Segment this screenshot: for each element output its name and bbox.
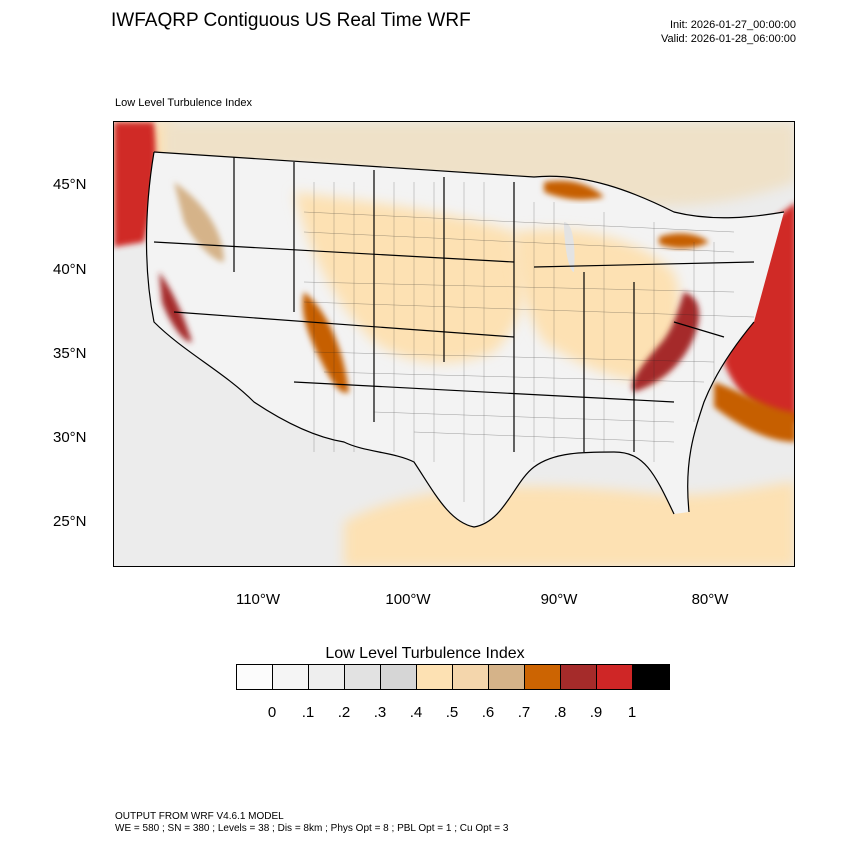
lon-label-90w: 90°W xyxy=(540,591,578,608)
legend-tick-label: 1 xyxy=(627,704,637,721)
legend-tick-label: .2 xyxy=(337,704,351,721)
footer-config-line: WE = 580 ; SN = 380 ; Levels = 38 ; Dis … xyxy=(115,823,509,834)
legend-tick-label: .9 xyxy=(589,704,603,721)
lat-label-40n: 40°N xyxy=(53,261,87,278)
footer-model-line: OUTPUT FROM WRF V4.6.1 MODEL xyxy=(115,811,284,822)
lon-label-100w: 100°W xyxy=(385,591,431,608)
legend-swatch xyxy=(525,665,561,689)
northwest-terrain-zone xyxy=(174,182,224,262)
map-canvas xyxy=(114,122,794,566)
legend-color-bar xyxy=(236,664,670,690)
legend-swatch xyxy=(561,665,597,689)
map-field-label: Low Level Turbulence Index xyxy=(115,97,252,109)
lake-michigan xyxy=(564,222,575,272)
legend-swatch xyxy=(453,665,489,689)
lon-label-110w: 110°W xyxy=(235,591,281,608)
lon-label-80w: 80°W xyxy=(691,591,729,608)
lat-label-25n: 25°N xyxy=(53,513,87,530)
legend-title: Low Level Turbulence Index xyxy=(325,645,525,662)
legend-tick-label: .5 xyxy=(445,704,459,721)
init-time: Init: 2026-01-27_00:00:00 xyxy=(670,19,796,31)
state-boundaries xyxy=(145,151,785,528)
legend-swatch xyxy=(309,665,345,689)
county-grid xyxy=(303,182,755,522)
legend-swatch xyxy=(273,665,309,689)
appalachian-high-zone xyxy=(632,292,700,392)
valid-time: Valid: 2026-01-28_06:00:00 xyxy=(661,33,796,45)
midwest-moderate-zone xyxy=(514,229,681,382)
legend-tick-label: .7 xyxy=(517,704,531,721)
map-panel[interactable] xyxy=(113,121,795,567)
legend-tick-label: .6 xyxy=(481,704,495,721)
lat-label-45n: 45°N xyxy=(53,176,87,193)
pacific-high-zone xyxy=(114,122,156,247)
plot-title: IWFAQRP Contiguous US Real Time WRF xyxy=(111,10,471,31)
lat-label-35n: 35°N xyxy=(53,345,87,362)
legend-tick-label: .3 xyxy=(373,704,387,721)
lake-erie-zone xyxy=(659,233,709,249)
lat-label-30n: 30°N xyxy=(53,429,87,446)
canada-field xyxy=(164,122,794,206)
lake-superior-zone xyxy=(544,180,604,200)
sierra-high-zone xyxy=(159,272,192,343)
legend-tick-label: 0 xyxy=(267,704,277,721)
plains-moderate-zone xyxy=(294,192,525,363)
legend-swatch xyxy=(345,665,381,689)
legend-swatch xyxy=(417,665,453,689)
legend-swatch xyxy=(489,665,525,689)
atlantic-band xyxy=(714,382,794,442)
legend-tick-label: .8 xyxy=(553,704,567,721)
legend-swatch xyxy=(633,665,669,689)
legend-swatch xyxy=(237,665,273,689)
legend-tick-label: .1 xyxy=(301,704,315,721)
atlantic-high-zone xyxy=(724,203,794,422)
legend-swatch xyxy=(597,665,633,689)
legend-swatch xyxy=(381,665,417,689)
legend-tick-label: .4 xyxy=(409,704,423,721)
rockies-high-zone xyxy=(302,292,349,393)
